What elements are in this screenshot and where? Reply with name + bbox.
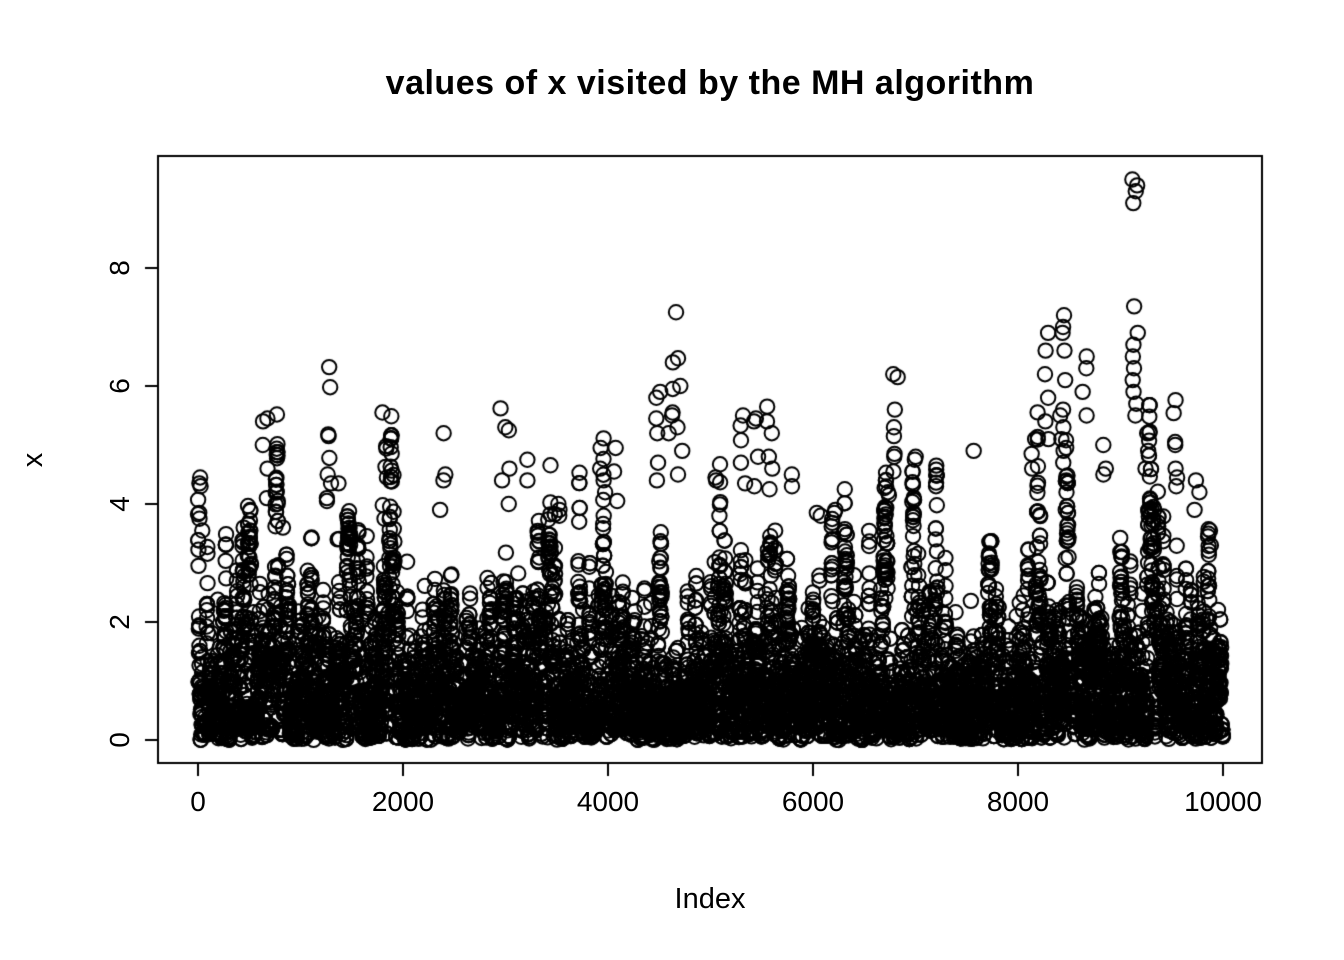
- y-tick-label: 8: [104, 260, 135, 276]
- x-tick-label: 4000: [576, 786, 640, 817]
- x-tick-label: 2000: [371, 786, 435, 817]
- y-axis-label: x: [17, 452, 49, 468]
- chart-title: values of x visited by the MH algorithm: [385, 64, 1035, 102]
- x-axis-label: Index: [674, 883, 746, 915]
- x-tick-label: 0: [190, 786, 206, 817]
- x-tick-label: 6000: [781, 786, 845, 817]
- x-tick-label: 10000: [1184, 786, 1262, 817]
- x-tick-label: 8000: [986, 786, 1050, 817]
